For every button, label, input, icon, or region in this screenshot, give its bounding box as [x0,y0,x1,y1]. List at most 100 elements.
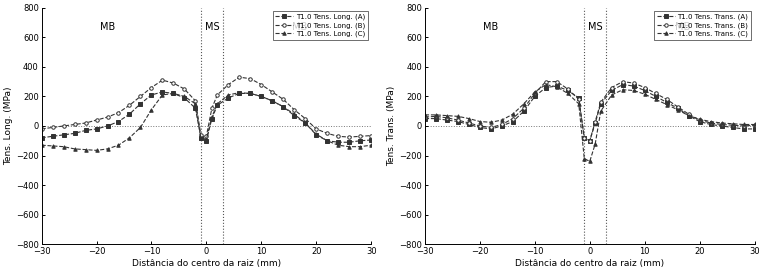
T1.0 Tens. Long. (C) [103,147,112,150]
T1.0 Tens. Trans. (C) [432,113,441,116]
T1.0 Tens. Trans. (A) [651,95,660,98]
T1.0 Tens. Long. (A) [207,117,216,120]
T1.0 Tens. Trans. (A) [487,127,496,131]
T1.0 Tens. Long. (C) [70,147,79,150]
T1.0 Tens. Long. (A) [169,92,178,95]
T1.0 Tens. Long. (A) [279,105,288,108]
T1.0 Tens. Long. (B) [367,134,376,137]
T1.0 Tens. Trans. (C) [591,142,600,145]
T1.0 Tens. Trans. (A) [530,95,539,98]
T1.0 Tens. Trans. (A) [596,102,605,106]
T1.0 Tens. Long. (C) [37,144,46,147]
T1.0 Tens. Long. (A) [267,99,277,103]
T1.0 Tens. Long. (B) [355,135,364,138]
T1.0 Tens. Long. (B) [180,87,189,91]
T1.0 Tens. Long. (B) [246,77,255,80]
T1.0 Tens. Long. (C) [312,132,321,136]
T1.0 Tens. Long. (A) [290,114,299,117]
T1.0 Tens. Trans. (B) [629,81,638,85]
T1.0 Tens. Trans. (A) [552,84,562,88]
T1.0 Tens. Trans. (A) [442,118,452,122]
T1.0 Tens. Long. (A) [312,133,321,137]
T1.0 Tens. Long. (A) [202,139,211,143]
T1.0 Tens. Long. (C) [367,144,376,147]
T1.0 Tens. Trans. (B) [695,118,704,122]
T1.0 Tens. Trans. (C) [508,113,517,116]
T1.0 Tens. Long. (C) [235,91,244,94]
T1.0 Tens. Trans. (B) [706,121,715,125]
T1.0 Tens. Long. (C) [59,145,68,148]
T1.0 Tens. Trans. (B) [585,139,594,143]
T1.0 Tens. Trans. (A) [750,127,759,131]
T1.0 Tens. Long. (A) [196,136,206,140]
T1.0 Tens. Trans. (C) [673,108,682,111]
T1.0 Tens. Long. (A) [355,139,364,143]
T1.0 Tens. Long. (C) [114,144,123,147]
T1.0 Tens. Long. (C) [212,102,222,106]
T1.0 Tens. Long. (C) [92,149,101,152]
T1.0 Tens. Trans. (C) [575,102,584,106]
T1.0 Tens. Long. (B) [103,116,112,119]
T1.0 Tens. Trans. (A) [497,124,507,128]
T1.0 Tens. Long. (C) [48,144,57,148]
T1.0 Tens. Trans. (C) [475,120,484,123]
Line: T1.0 Tens. Long. (B): T1.0 Tens. Long. (B) [40,75,373,139]
T1.0 Tens. Trans. (C) [563,92,572,95]
T1.0 Tens. Long. (C) [169,92,178,95]
T1.0 Tens. Long. (B) [312,127,321,131]
T1.0 Tens. Trans. (B) [684,113,693,116]
T1.0 Tens. Trans. (C) [739,123,748,126]
X-axis label: Distância do centro da raiz (mm): Distância do centro da raiz (mm) [132,259,281,268]
T1.0 Tens. Long. (C) [147,108,156,111]
T1.0 Tens. Long. (B) [37,127,46,131]
T1.0 Tens. Long. (C) [207,116,216,119]
T1.0 Tens. Long. (B) [257,83,266,86]
T1.0 Tens. Trans. (B) [662,98,672,101]
T1.0 Tens. Long. (B) [301,117,310,120]
T1.0 Tens. Long. (B) [267,90,277,94]
T1.0 Tens. Long. (A) [48,135,57,138]
T1.0 Tens. Trans. (B) [607,86,617,89]
T1.0 Tens. Trans. (B) [591,120,600,123]
T1.0 Tens. Trans. (A) [684,114,693,117]
Text: MB: MB [675,22,691,32]
T1.0 Tens. Long. (C) [355,145,364,148]
T1.0 Tens. Trans. (A) [453,120,462,123]
T1.0 Tens. Trans. (A) [739,127,748,131]
T1.0 Tens. Long. (A) [224,96,233,100]
T1.0 Tens. Trans. (C) [453,115,462,118]
T1.0 Tens. Trans. (A) [717,124,726,128]
T1.0 Tens. Long. (A) [136,102,145,106]
T1.0 Tens. Trans. (B) [739,124,748,128]
T1.0 Tens. Long. (B) [322,132,332,135]
T1.0 Tens. Trans. (C) [552,85,562,88]
T1.0 Tens. Trans. (B) [487,126,496,129]
T1.0 Tens. Long. (A) [257,95,266,98]
T1.0 Tens. Trans. (B) [432,115,441,118]
T1.0 Tens. Long. (C) [257,95,266,98]
T1.0 Tens. Long. (A) [180,96,189,100]
Legend: T1.0 Tens. Long. (A), T1.0 Tens. Long. (B), T1.0 Tens. Long. (C): T1.0 Tens. Long. (A), T1.0 Tens. Long. (… [273,11,367,40]
T1.0 Tens. Trans. (B) [575,98,584,101]
T1.0 Tens. Trans. (A) [629,84,638,88]
T1.0 Tens. Trans. (C) [640,92,649,96]
T1.0 Tens. Trans. (B) [596,101,605,104]
T1.0 Tens. Trans. (A) [563,89,572,92]
T1.0 Tens. Trans. (C) [750,123,759,126]
T1.0 Tens. Trans. (C) [596,110,605,113]
T1.0 Tens. Trans. (B) [530,92,539,95]
T1.0 Tens. Trans. (C) [585,160,594,163]
T1.0 Tens. Long. (C) [334,144,343,147]
T1.0 Tens. Long. (A) [70,132,79,135]
T1.0 Tens. Long. (C) [290,113,299,116]
Line: T1.0 Tens. Long. (A): T1.0 Tens. Long. (A) [40,90,373,144]
T1.0 Tens. Trans. (A) [728,126,737,129]
T1.0 Tens. Long. (C) [322,139,332,143]
T1.0 Tens. Long. (B) [125,104,134,107]
T1.0 Tens. Long. (C) [301,121,310,125]
T1.0 Tens. Trans. (A) [432,117,441,120]
Y-axis label: Tens. Long. (MPa): Tens. Long. (MPa) [4,87,13,165]
T1.0 Tens. Long. (B) [235,76,244,79]
T1.0 Tens. Trans. (B) [563,87,572,91]
T1.0 Tens. Trans. (A) [585,139,594,143]
